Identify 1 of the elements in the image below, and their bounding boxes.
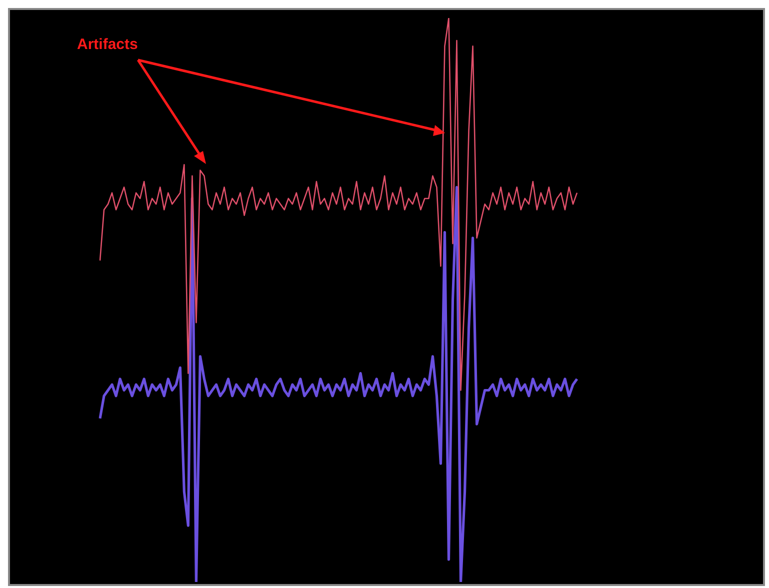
annotation: Artifacts bbox=[77, 36, 138, 53]
